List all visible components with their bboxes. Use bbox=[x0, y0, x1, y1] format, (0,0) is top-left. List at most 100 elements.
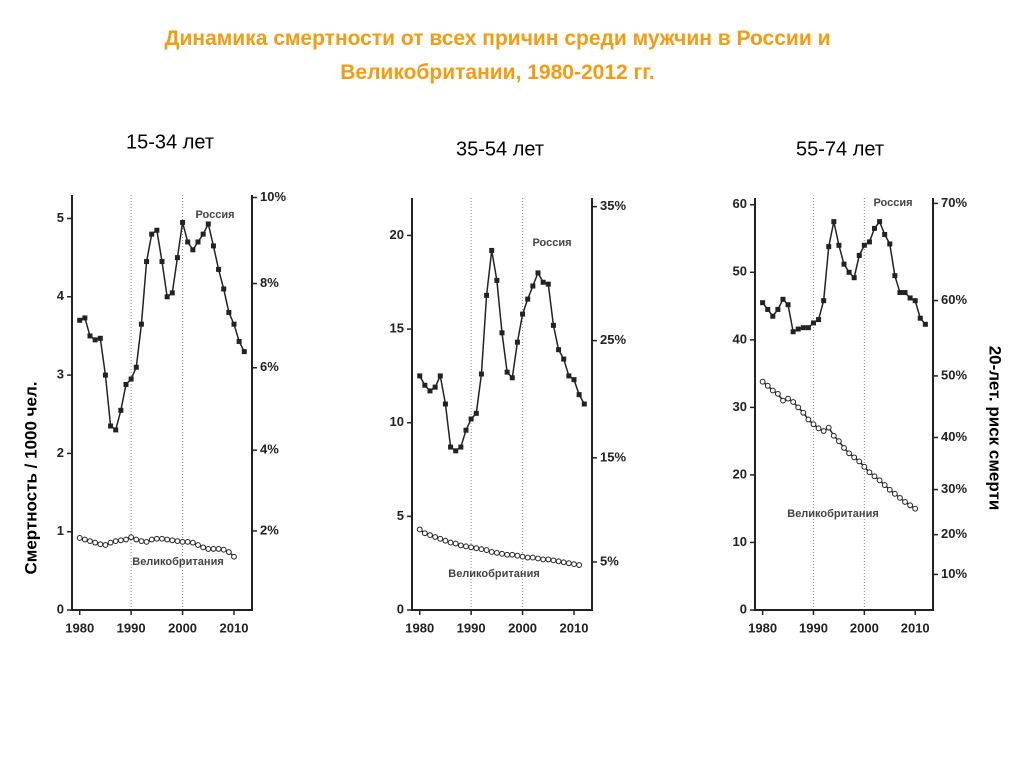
marker bbox=[133, 536, 140, 543]
y-tick-label: 15 bbox=[390, 321, 404, 336]
marker bbox=[123, 381, 129, 387]
marker bbox=[525, 296, 531, 302]
marker bbox=[922, 321, 928, 327]
marker bbox=[488, 549, 495, 555]
marker bbox=[159, 259, 165, 265]
marker bbox=[912, 505, 919, 512]
marker bbox=[113, 427, 119, 433]
marker bbox=[468, 416, 474, 422]
marker bbox=[550, 322, 556, 328]
marker bbox=[820, 428, 827, 434]
x-tick-label: 1980 bbox=[748, 620, 777, 635]
y2-tick-label: 25% bbox=[600, 332, 626, 347]
y-axis-label: Смертность / 1000 чел. bbox=[21, 381, 40, 574]
series-line bbox=[762, 220, 926, 333]
marker bbox=[561, 356, 567, 362]
marker bbox=[427, 532, 433, 538]
marker bbox=[473, 545, 480, 552]
marker bbox=[117, 537, 124, 544]
marker bbox=[200, 544, 207, 551]
y2-tick-label: 60% bbox=[941, 292, 967, 307]
marker bbox=[846, 450, 852, 457]
marker bbox=[805, 416, 812, 423]
marker bbox=[499, 330, 505, 336]
marker bbox=[82, 315, 88, 321]
marker bbox=[851, 454, 858, 461]
y-tick-label: 3 bbox=[57, 367, 64, 382]
marker bbox=[759, 378, 766, 385]
marker bbox=[881, 482, 888, 488]
marker bbox=[856, 252, 862, 258]
marker bbox=[765, 306, 771, 312]
marker bbox=[493, 549, 500, 556]
marker bbox=[769, 387, 776, 394]
marker bbox=[231, 553, 237, 560]
marker bbox=[205, 546, 212, 552]
marker bbox=[876, 477, 883, 484]
y2-tick-label: 35% bbox=[600, 198, 626, 213]
x-tick-label: 2000 bbox=[850, 620, 879, 635]
marker bbox=[780, 296, 786, 302]
marker bbox=[189, 539, 196, 546]
marker bbox=[92, 337, 98, 343]
marker bbox=[545, 556, 552, 563]
y-tick-label: 10 bbox=[733, 534, 747, 549]
marker bbox=[174, 538, 181, 544]
y2-tick-label: 5% bbox=[600, 553, 619, 568]
marker bbox=[571, 561, 577, 568]
marker bbox=[87, 333, 93, 339]
marker bbox=[448, 444, 454, 450]
marker bbox=[138, 538, 145, 544]
marker bbox=[815, 425, 822, 432]
y2-tick-label: 6% bbox=[260, 359, 279, 374]
x-tick-label: 1990 bbox=[457, 620, 486, 635]
series-label: Россия bbox=[873, 197, 912, 209]
marker bbox=[432, 384, 438, 390]
marker bbox=[540, 279, 546, 285]
marker bbox=[576, 562, 583, 568]
series-label: Великобритания bbox=[132, 556, 224, 568]
marker bbox=[917, 315, 923, 321]
x-tick-label: 1980 bbox=[65, 620, 94, 635]
marker bbox=[535, 270, 541, 276]
marker bbox=[566, 373, 572, 379]
marker bbox=[907, 502, 914, 509]
marker bbox=[221, 286, 227, 292]
marker bbox=[112, 538, 119, 544]
marker bbox=[422, 382, 428, 388]
marker bbox=[795, 404, 802, 411]
y2-tick-label: 50% bbox=[941, 367, 967, 382]
marker bbox=[775, 306, 781, 312]
marker bbox=[790, 399, 797, 405]
marker bbox=[185, 239, 191, 245]
marker bbox=[524, 554, 531, 561]
y-tick-label: 1 bbox=[57, 523, 64, 538]
marker bbox=[887, 241, 893, 247]
y2-tick-label: 30% bbox=[941, 481, 967, 496]
marker bbox=[764, 382, 771, 389]
marker bbox=[164, 536, 171, 543]
marker bbox=[118, 407, 124, 413]
marker bbox=[216, 266, 222, 272]
chart-title: 35-54 лет bbox=[456, 138, 544, 160]
marker bbox=[882, 231, 888, 237]
marker bbox=[108, 423, 114, 429]
marker bbox=[76, 535, 83, 541]
marker bbox=[514, 339, 520, 345]
marker bbox=[102, 372, 108, 378]
y2-tick-label: 20% bbox=[941, 526, 967, 541]
marker bbox=[907, 295, 913, 301]
marker bbox=[795, 326, 801, 332]
marker bbox=[509, 551, 516, 558]
marker bbox=[164, 294, 170, 300]
marker bbox=[830, 432, 837, 439]
marker bbox=[144, 259, 150, 265]
y2-tick-label: 2% bbox=[260, 522, 279, 537]
x-tick-label: 2000 bbox=[168, 620, 197, 635]
marker bbox=[473, 410, 479, 416]
marker bbox=[442, 401, 448, 407]
marker bbox=[92, 539, 99, 546]
marker bbox=[169, 290, 175, 296]
marker bbox=[581, 401, 587, 407]
